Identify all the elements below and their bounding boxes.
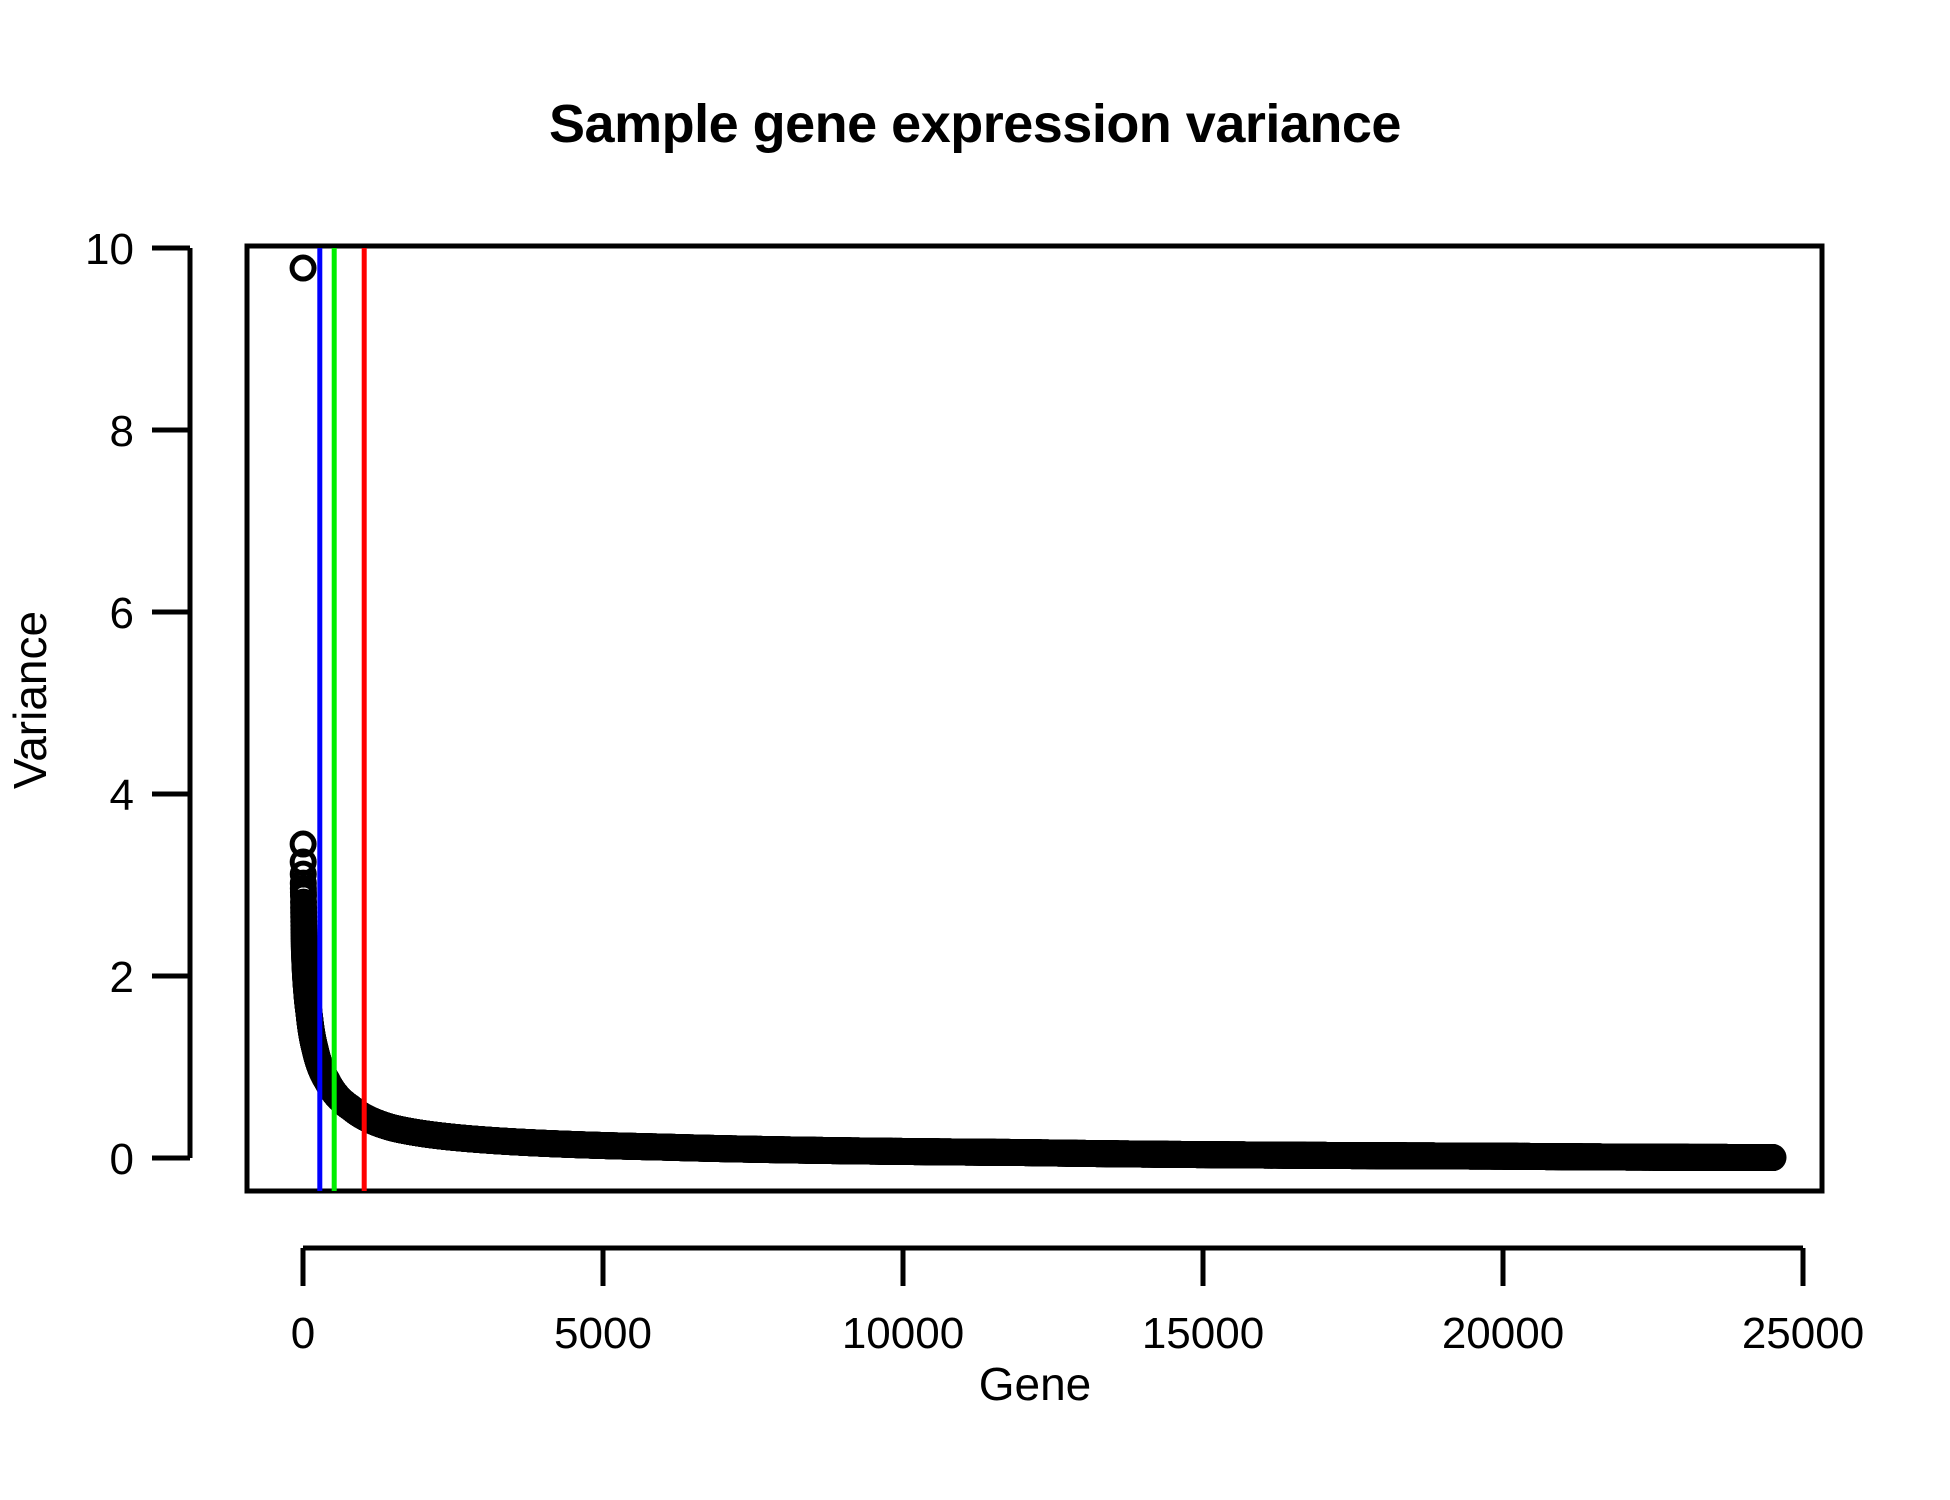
data-point	[289, 254, 317, 282]
data-point	[289, 830, 317, 858]
page-title: Sample gene expression variance	[549, 94, 1401, 154]
plot-frame-box	[244, 243, 1825, 1194]
